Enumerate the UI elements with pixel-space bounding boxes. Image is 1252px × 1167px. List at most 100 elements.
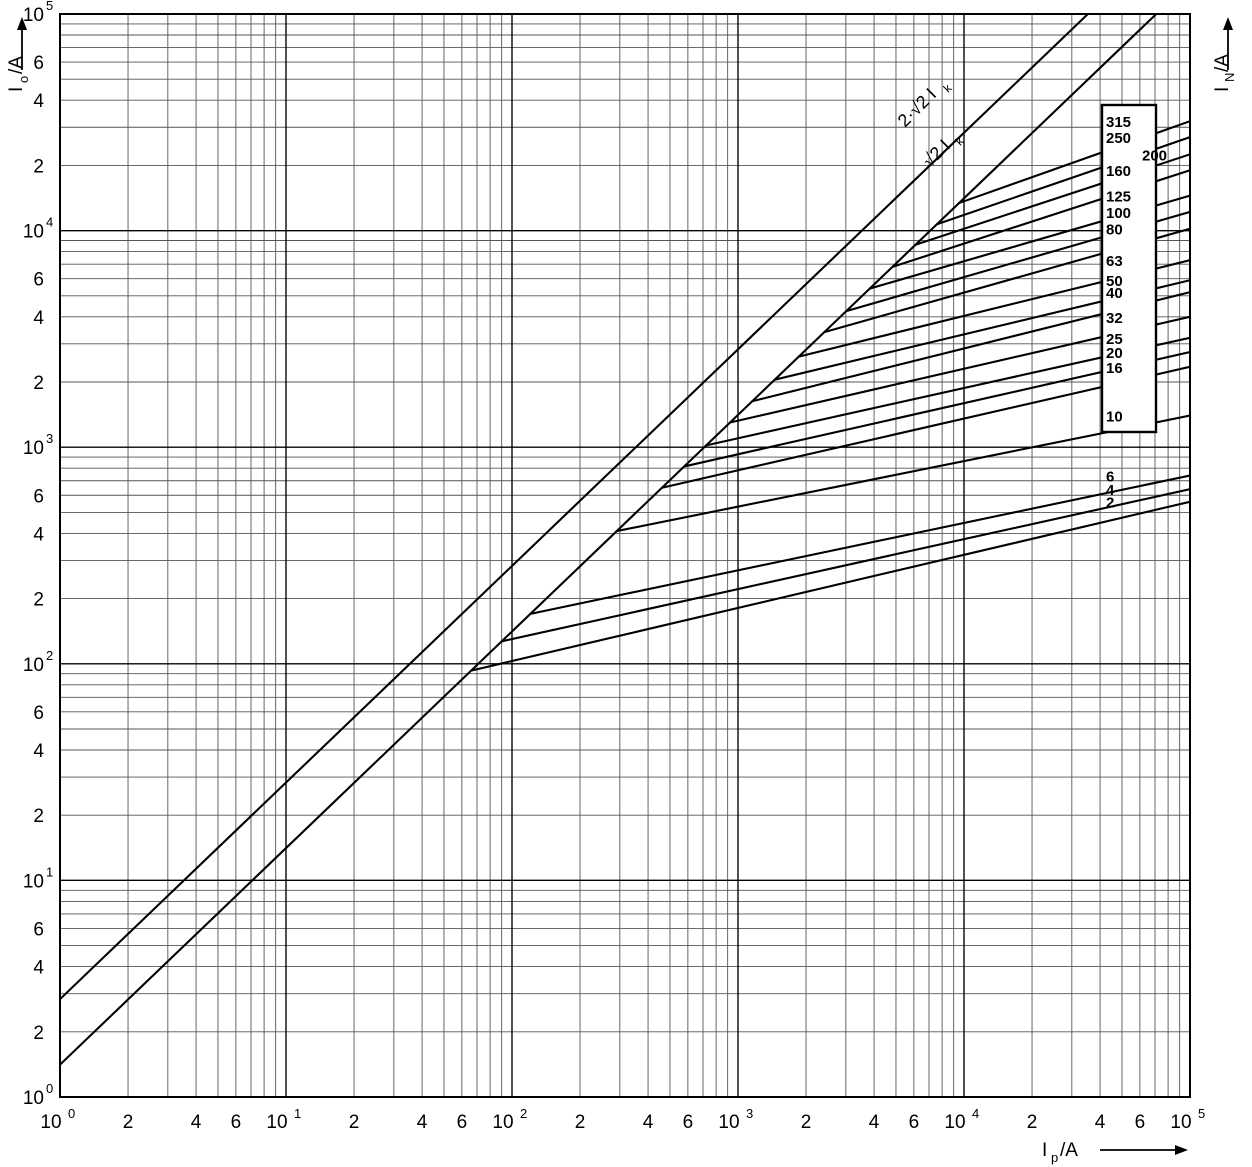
tick-label: 10 [718,1112,739,1133]
tick-label-minor: 2 [349,1112,360,1133]
y-axis-right-title-unit: /A [1212,54,1233,72]
tick-label: 10 [23,1088,44,1109]
legend-entry-25: 25 [1106,331,1123,348]
tick-exponent: 1 [294,1106,301,1121]
tick-label-minor: 4 [33,741,44,762]
y-axis-title-unit: /A [6,56,27,74]
legend-entry-40: 40 [1106,285,1123,302]
tick-label-minor: 4 [869,1112,880,1133]
x-axis-title-sub: p [1051,1150,1058,1165]
tick-label: 10 [492,1112,513,1133]
tick-label-minor: 4 [33,308,44,329]
tick-exponent: 4 [972,1106,979,1121]
tick-exponent: 0 [46,1081,53,1096]
fuse-curves [470,120,1190,672]
tick-exponent: 1 [46,864,53,879]
tick-label: 10 [266,1112,287,1133]
x-axis-arrow-head [1175,1145,1188,1155]
tick-label-minor: 6 [909,1112,920,1133]
plot-frame [59,13,1191,1098]
legend-entry-125: 125 [1106,189,1131,206]
tick-label-minor: 2 [33,373,44,394]
tick-label: 10 [23,438,44,459]
tick-label-minor: 2 [33,590,44,611]
tick-label: 10 [1170,1112,1191,1133]
tick-exponent: 3 [746,1106,753,1121]
tick-exponent: 2 [46,648,53,663]
curve-2 [470,500,1190,672]
legend-entry-315: 315 [1106,114,1131,131]
y-axis-right-title-sub: N [1222,73,1237,82]
y-axis-right-title-main: I [1212,87,1233,92]
tick-label-minor: 4 [1095,1112,1106,1133]
legend-entry-10: 10 [1106,409,1123,426]
ref-line-2-sqrt2-Ik [60,14,1090,1000]
y-axis-title: Io/A [6,17,31,92]
legend-entry-20: 20 [1106,345,1123,362]
tick-label-minor: 2 [33,806,44,827]
curve-6 [529,474,1190,615]
tick-label-minor: 6 [33,919,44,940]
legend-entry-4: 4 [1106,482,1115,499]
tick-exponent: 4 [46,215,53,230]
tick-label-minor: 4 [33,958,44,979]
tick-label-minor: 2 [1027,1112,1038,1133]
tick-label-minor: 4 [191,1112,202,1133]
tick-label-minor: 4 [33,524,44,545]
tick-exponent: 2 [520,1106,527,1121]
legend-entry-63: 63 [1106,253,1123,270]
legend-entry-80: 80 [1106,222,1123,239]
legend-entry-160: 160 [1106,163,1131,180]
tick-label-minor: 4 [33,91,44,112]
tick-label-minor: 6 [683,1112,694,1133]
y-axis-title-sub: o [16,76,31,83]
tick-label: 10 [23,222,44,243]
tick-label-minor: 2 [33,1023,44,1044]
legend-entry-250: 250 [1106,130,1131,147]
legend-entry-2: 2 [1106,495,1114,512]
tick-label-minor: 6 [1135,1112,1146,1133]
tick-label-minor: 6 [231,1112,242,1133]
legend-entry-50: 50 [1106,273,1123,290]
tick-label: 10 [23,5,44,26]
tick-labels: 10 0 2 4 6 10 1 2 4 6 10 2 2 4 6 10 3 2 4 6 10 4 2 4 6 10 510 02461… [23,0,1205,1133]
tick-exponent: 5 [46,0,53,13]
y-axis-right-arrow-head [1223,17,1233,30]
legend-entry-6: 6 [1106,469,1114,486]
legend-entry-16: 16 [1106,360,1123,377]
legend-entry-32: 32 [1106,310,1123,327]
y-axis-title-main: I [6,87,27,92]
tick-exponent: 3 [46,431,53,446]
tick-exponent: 0 [68,1106,75,1121]
tick-label-minor: 6 [33,703,44,724]
tick-label-minor: 2 [575,1112,586,1133]
curve-10 [615,414,1190,533]
tick-label-minor: 2 [801,1112,812,1133]
tick-label-minor: 4 [417,1112,428,1133]
tick-label-minor: 6 [33,53,44,74]
ref-line-sqrt2-Ik [60,14,1158,1066]
x-axis-title-main: I [1042,1140,1047,1161]
tick-label: 10 [40,1112,61,1133]
x-axis-title-unit: /A [1060,1140,1078,1161]
grid-minor [60,14,1190,1097]
tick-exponent: 5 [1198,1106,1205,1121]
legend-entry-200: 200 [1142,147,1167,164]
tick-label: 10 [23,871,44,892]
curve-4 [500,488,1190,643]
tick-label-minor: 4 [643,1112,654,1133]
tick-label: 10 [23,655,44,676]
tick-label: 10 [944,1112,965,1133]
tick-label-minor: 6 [457,1112,468,1133]
reference-lines [60,14,1158,1066]
y-axis-right-title: IN/A [1212,17,1237,92]
tick-label-minor: 6 [33,270,44,291]
tick-label-minor: 6 [33,486,44,507]
legend-frame [1100,103,1158,434]
